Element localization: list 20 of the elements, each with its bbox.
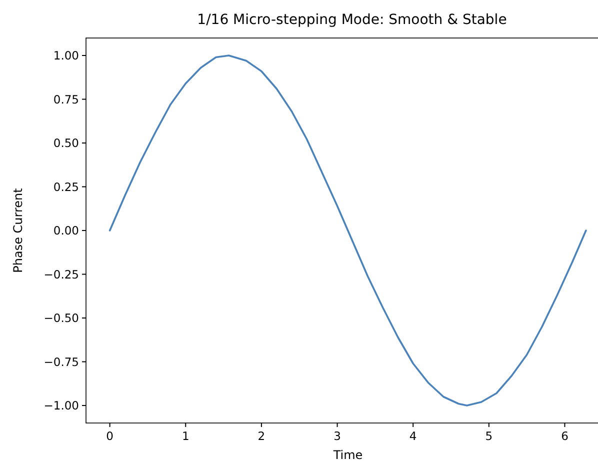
y-tick-label: −1.00 bbox=[44, 398, 79, 412]
x-tick-label: 1 bbox=[182, 429, 190, 443]
y-tick-label: 1.00 bbox=[53, 48, 79, 62]
y-tick-label: 0.75 bbox=[53, 92, 79, 106]
x-tick-label: 6 bbox=[561, 429, 568, 443]
line-series bbox=[108, 54, 587, 406]
y-tick-label: 0.50 bbox=[53, 136, 79, 150]
y-tick-label: −0.25 bbox=[44, 267, 79, 282]
x-tick-label: 0 bbox=[106, 429, 114, 443]
x-tick-label: 5 bbox=[485, 429, 493, 443]
x-axis-title: Time bbox=[332, 448, 363, 462]
y-tick-label: −0.50 bbox=[44, 311, 79, 325]
x-tick-label: 4 bbox=[409, 429, 417, 443]
y-tick-label: −0.75 bbox=[44, 354, 79, 369]
x-tick-label: 2 bbox=[258, 429, 266, 443]
chart-title: 1/16 Micro-stepping Mode: Smooth & Stable bbox=[197, 12, 507, 28]
y-axis-title: Phase Current bbox=[11, 188, 25, 273]
y-tick-label: 0.00 bbox=[53, 224, 79, 238]
x-tick-label: 3 bbox=[334, 429, 341, 443]
y-tick-label: 0.25 bbox=[53, 180, 79, 194]
